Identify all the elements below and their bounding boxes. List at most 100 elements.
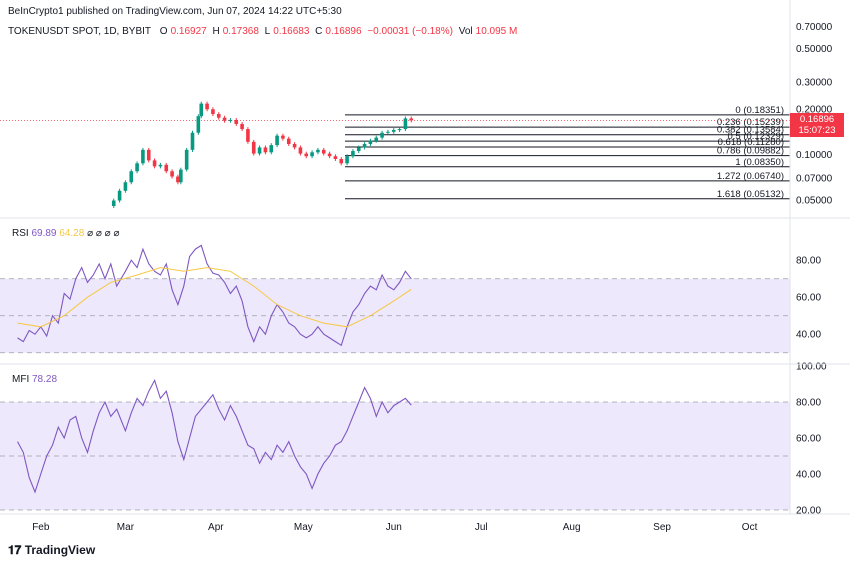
candle-body [275,135,279,146]
candle-body [251,141,256,154]
candle-body [403,118,408,130]
indicator-tick-label: 100.00 [796,362,827,373]
candle-body [345,156,349,164]
candle-body [316,149,320,153]
candle-body [397,129,402,131]
price-tick-label: 0.10000 [796,150,833,161]
indicator-line [17,379,412,494]
candle-body [222,117,227,121]
candle-body [263,147,268,153]
fib-level-label: 1.272 (0.06740) [717,171,784,182]
candle-body [196,116,201,133]
time-tick-label: Aug [563,522,581,533]
candle-body [141,149,145,164]
mfi-legend[interactable]: MFI 78.28 [12,374,57,385]
candle-body [362,143,367,148]
candle-body [333,156,338,159]
time-tick-label: Mar [117,522,135,533]
indicator-tick-label: 20.00 [796,506,821,517]
candle-body [286,138,291,144]
candle-body [339,158,344,164]
candle-body [269,145,274,153]
candle-body [158,164,163,167]
time-tick-label: Apr [208,522,224,533]
symbol-title[interactable]: TOKENUSDT SPOT, 1D, BYBIT [8,26,151,37]
indicator-tick-label: 60.00 [796,293,821,304]
rsi-name: RSI [12,228,29,239]
candle-body [228,119,233,121]
candle-body [380,132,384,138]
candle-body [211,109,215,115]
candle-body [386,131,390,133]
candle-body [351,151,355,157]
candle-body [240,123,244,130]
open-label: O [159,26,168,37]
volume-label: Vol [458,26,473,37]
candle-body [111,200,116,207]
fib-level-label: 0.618 (0.11280) [718,137,784,148]
time-tick-label: Jul [475,522,488,533]
close-value: 0.16896 [325,26,362,37]
publisher-line: BeInCrypto1 published on TradingView.com… [8,6,342,17]
candle-body [164,164,169,172]
candle-body [257,147,262,154]
tradingview-logo[interactable]: 𝟏𝟕 TradingView [8,543,95,558]
candle-body [310,152,314,157]
fib-level-label: 1 (0.08350) [735,157,784,168]
price-badge: 0.16896 15:07:23 [790,113,844,137]
candle-body [246,129,250,142]
open-value: 0.16927 [170,26,207,37]
indicator-tick-label: 80.00 [796,398,821,409]
candle-body [368,140,373,144]
fib-level-label: 0.382 (0.13584) [717,125,784,136]
candle-body [327,153,332,157]
visibility-icon[interactable]: ⌀ ⌀ ⌀ ⌀ [87,228,120,239]
candle-body [117,190,122,201]
rsi-value: 69.89 [31,228,57,239]
price-tick-label: 0.50000 [796,44,833,55]
footer-brand: TradingView [24,543,96,557]
countdown-label: 15:07:23 [798,125,836,136]
candle-body [304,153,309,157]
fib-level-label: 0 (0.18351) [735,105,784,116]
indicator-tick-label: 40.00 [796,330,821,341]
candle-body [123,182,128,191]
price-tick-label: 0.70000 [796,22,833,33]
time-tick-label: May [294,522,313,533]
indicator-line [17,244,412,347]
time-tick-label: Oct [742,522,758,533]
candle-body [216,114,221,118]
candle-body [170,171,174,177]
price-tick-label: 0.30000 [796,78,833,89]
fib-level-label: 1.618 (0.05132) [717,189,784,200]
last-price-label: 0.16896 [799,114,835,125]
candle-body [184,149,189,170]
candle-body [409,118,414,121]
fib-level-label: 0.5 (0.12329) [727,131,784,142]
pane-separators [0,0,850,515]
candle-body [234,119,239,124]
fib-level-label: 0.786 (0.09882) [717,146,784,157]
tradingview-logo-icon: 𝟏𝟕 [8,543,25,557]
low-label: L [264,26,271,37]
candle-body [199,103,204,117]
price-pane: 0.70000 0.50000 0.30000 0.20000 0.10000 0.070… [0,22,833,209]
price-tick-label: 0.05000 [796,196,833,207]
symbol-header: TOKENUSDT SPOT, 1D, BYBIT O 0.16927 H 0.17… [8,26,520,37]
time-axis: Feb Mar Apr May Jun Jul Aug Sep Oct [32,522,757,533]
mfi-value: 78.28 [32,374,58,385]
close-label: C [315,26,323,37]
fib-level-label: 0.236 (0.15239) [717,117,784,128]
candle-body [298,147,303,154]
candle-body [129,171,134,183]
rsi-legend[interactable]: RSI 69.89 64.28 ⌀ ⌀ ⌀ ⌀ [12,228,120,239]
indicator-tick-label: 40.00 [796,470,821,481]
time-tick-label: Jun [386,522,402,533]
indicator-ma-line [17,267,412,328]
candle-body [190,132,195,150]
low-value: 0.16683 [273,26,310,37]
candle-body [135,163,139,172]
candle-body [176,176,180,183]
high-value: 0.17368 [222,26,259,37]
